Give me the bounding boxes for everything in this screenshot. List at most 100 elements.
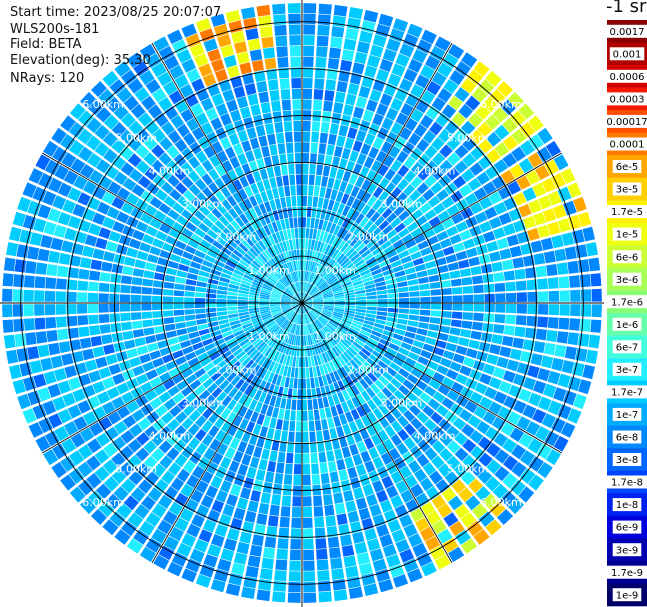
ray-cell (380, 356, 392, 366)
ray-cell (491, 334, 503, 345)
ray-cell (310, 289, 320, 297)
ray-cell (344, 289, 355, 294)
ray-cell (333, 415, 342, 427)
ray-cell (244, 210, 254, 222)
ray-cell (494, 449, 510, 464)
ray-cell (331, 26, 345, 38)
ray-cell (387, 288, 398, 294)
ray-cell (419, 202, 432, 214)
ray-cell (377, 255, 388, 264)
ray-cell (263, 438, 273, 450)
ray-cell (442, 537, 459, 553)
ray-cell (177, 398, 190, 410)
ray-cell (364, 528, 377, 541)
ray-cell (317, 398, 324, 409)
ray-cell (268, 259, 277, 270)
ray-cell (318, 316, 327, 325)
ray-cell (312, 366, 318, 377)
ray-cell (360, 269, 371, 277)
ray-cell (167, 418, 180, 432)
ray-cell (308, 420, 315, 432)
ray-cell (567, 214, 582, 230)
ray-cell (536, 146, 552, 163)
ray-cell (302, 185, 308, 196)
ray-cell (428, 274, 440, 283)
ray-cell (426, 267, 439, 276)
ray-cell (513, 192, 527, 206)
ray-cell (366, 295, 377, 300)
ray-cell (559, 304, 570, 316)
ray-cell (305, 271, 309, 282)
ray-cell (387, 307, 399, 313)
ray-cell (349, 359, 359, 370)
ray-cell (47, 208, 61, 223)
ray-cell (336, 513, 348, 526)
ray-cell (329, 319, 339, 327)
colorbar-tick-label: 6e-5 (616, 162, 639, 173)
ray-cell (340, 320, 351, 328)
ray-cell (322, 396, 330, 408)
range-ring-label: 2.00km (348, 363, 390, 376)
ray-cell (51, 127, 67, 144)
ray-cell (98, 416, 113, 431)
ray-cell (196, 318, 207, 325)
ray-cell (289, 261, 294, 272)
ray-cell (291, 303, 302, 306)
ray-cell (314, 276, 321, 286)
ray-cell (315, 332, 322, 343)
ray-cell (240, 106, 251, 119)
ray-cell (57, 328, 69, 341)
ray-cell (388, 145, 401, 159)
ray-cell (158, 494, 173, 509)
ray-cell (252, 337, 262, 346)
ray-cell (154, 479, 169, 493)
ray-cell (254, 257, 264, 267)
ray-cell (333, 4, 348, 17)
ray-cell (227, 306, 238, 311)
ray-cell (88, 490, 104, 507)
ray-cell (37, 387, 51, 402)
ray-cell (275, 328, 283, 338)
ray-cell (302, 303, 313, 306)
ray-cell (334, 330, 344, 339)
ray-cell (293, 217, 298, 228)
ray-cell (273, 339, 281, 350)
ray-cell (116, 503, 133, 519)
ray-cell (214, 69, 228, 82)
ray-cell (415, 517, 430, 532)
ray-cell (152, 288, 163, 295)
ray-cell (167, 462, 182, 476)
ray-cell (322, 429, 331, 441)
ray-cell (319, 282, 328, 290)
ray-cell (302, 99, 312, 110)
ray-cell (14, 259, 27, 273)
ray-cell (323, 306, 334, 310)
ray-cell (499, 248, 512, 260)
ray-cell (236, 541, 250, 555)
ray-cell (238, 308, 249, 313)
ray-cell (57, 182, 72, 197)
colorbar-label-bg (606, 295, 647, 309)
ray-cell (294, 313, 299, 324)
ray-cell (319, 230, 325, 242)
ray-cell (338, 158, 348, 170)
ray-cell (323, 296, 334, 300)
ray-cell (339, 180, 348, 193)
ray-cell (296, 195, 302, 207)
ray-cell (318, 281, 327, 290)
ray-cell (414, 263, 426, 272)
ray-cell (343, 38, 357, 51)
ray-cell (191, 233, 203, 244)
ray-cell (210, 330, 222, 338)
ray-cell (237, 440, 248, 453)
ray-cell (249, 137, 260, 150)
ray-cell (431, 303, 442, 310)
ray-cell (553, 154, 569, 171)
ray-cell (461, 120, 476, 136)
ray-cell (212, 334, 223, 342)
ray-cell (397, 281, 408, 288)
ray-cell (152, 280, 164, 288)
ray-cell (567, 408, 582, 424)
ray-cell (412, 340, 425, 349)
ray-cell (280, 376, 286, 387)
